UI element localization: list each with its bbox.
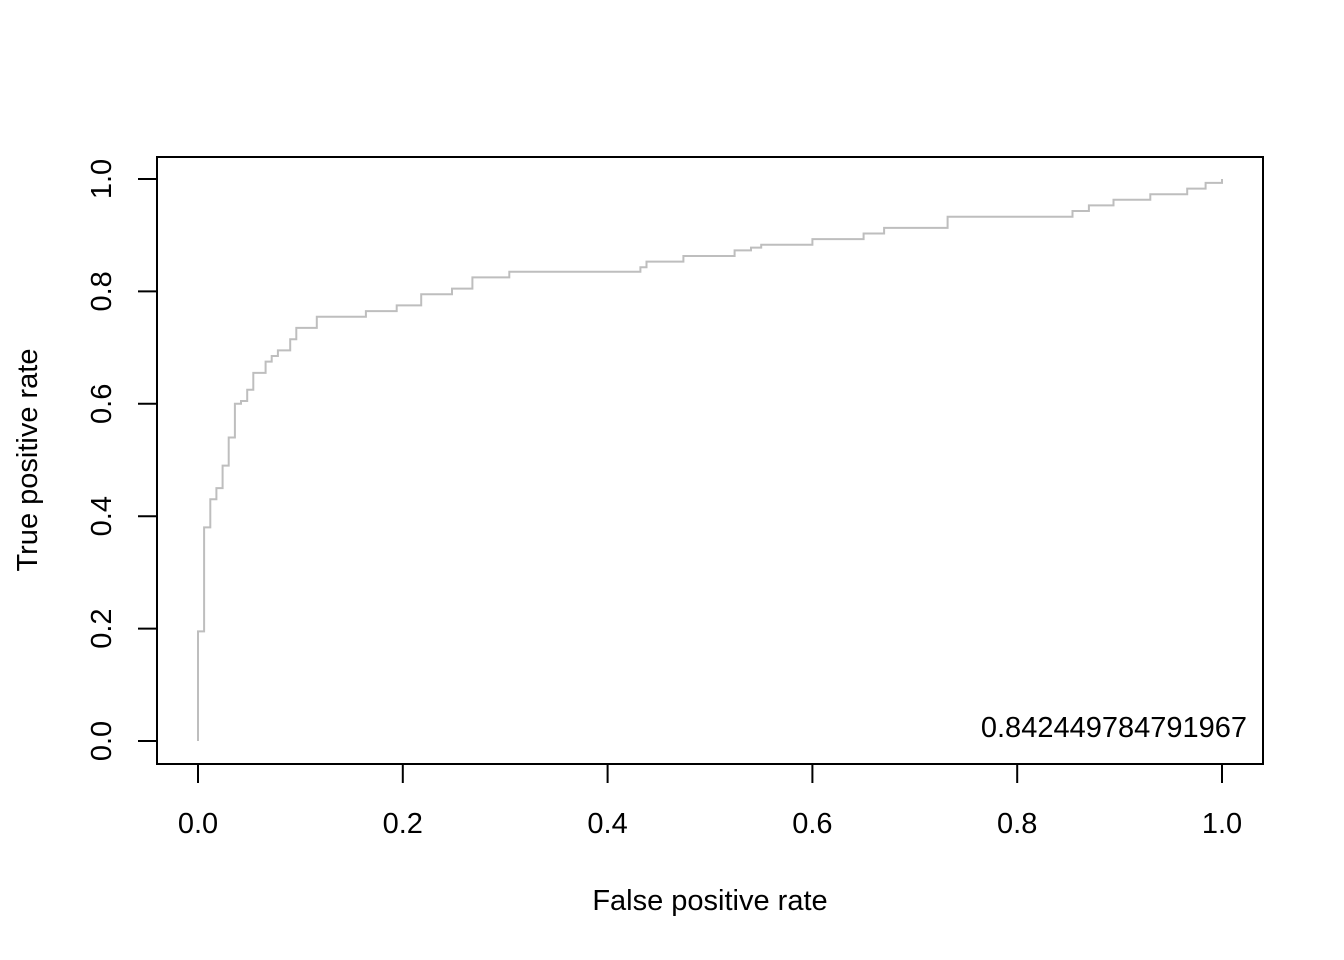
x-tick-label: 0.8 bbox=[997, 808, 1037, 840]
x-tick-label: 1.0 bbox=[1202, 808, 1242, 840]
x-tick-label: 0.4 bbox=[587, 808, 627, 840]
plot-frame bbox=[156, 156, 1264, 765]
y-tick-label: 0.4 bbox=[86, 496, 118, 536]
y-axis: 0.0 0.2 0.4 0.6 0.8 1.0 bbox=[86, 159, 158, 761]
x-axis-label: False positive rate bbox=[592, 885, 827, 917]
y-tick-label: 1.0 bbox=[86, 159, 118, 199]
y-axis-label: True positive rate bbox=[12, 349, 44, 572]
y-tick-label: 0.6 bbox=[86, 384, 118, 424]
x-tick-label: 0.0 bbox=[178, 808, 218, 840]
x-tick-label: 0.6 bbox=[792, 808, 832, 840]
auc-annotation: 0.842449784791967 bbox=[981, 712, 1247, 744]
x-tick-label: 0.2 bbox=[383, 808, 423, 840]
y-tick-label: 0.2 bbox=[86, 608, 118, 648]
y-tick-label: 0.8 bbox=[86, 271, 118, 311]
series-layer bbox=[197, 179, 1223, 741]
x-axis: 0.0 0.2 0.4 0.6 0.8 1.0 bbox=[178, 763, 1242, 840]
roc-curve bbox=[197, 179, 1223, 741]
y-tick-label: 0.0 bbox=[86, 721, 118, 761]
